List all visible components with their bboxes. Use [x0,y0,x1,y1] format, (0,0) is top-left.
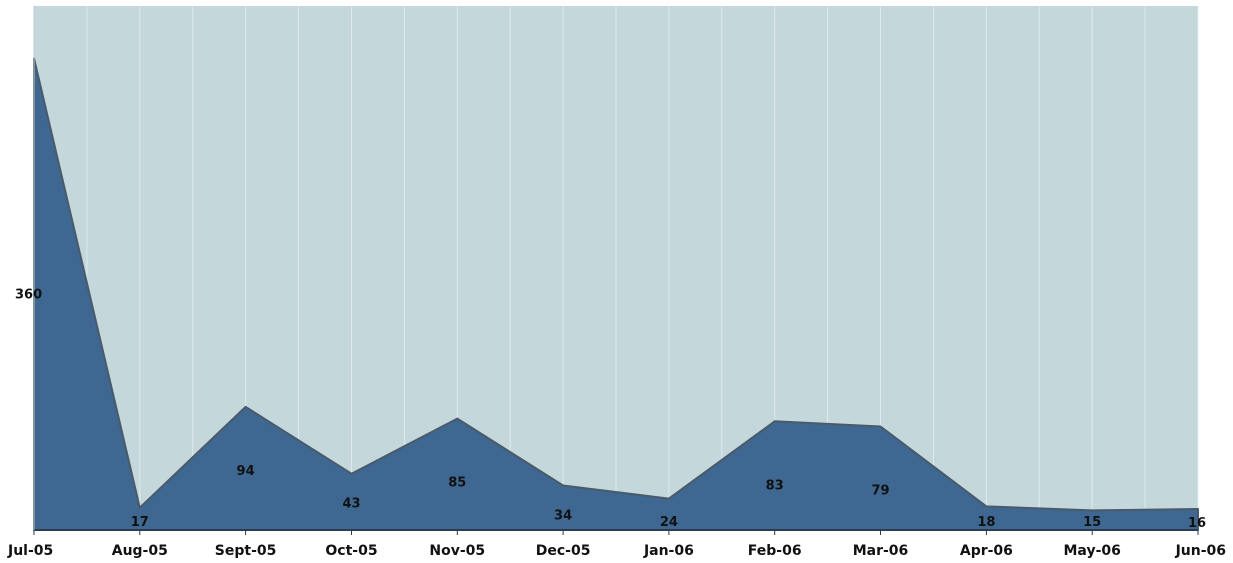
x-tick-label: Sept-05 [215,543,277,559]
grid-lines [86,6,1199,530]
x-ticks [33,530,1199,535]
data-label: 94 [237,464,255,479]
data-label: 83 [766,478,784,493]
x-tick-label: Nov-05 [429,543,485,559]
data-area [33,57,1199,531]
data-label: 16 [1188,516,1206,531]
x-tick-labels: Jul-05 Aug-05 Sept-05 Oct-05 Nov-05 Dec-05 Jan… [7,543,1226,559]
x-tick-label: Oct-05 [325,543,377,559]
x-tick-label: May-06 [1064,543,1121,559]
data-label: 17 [131,515,149,530]
x-tick-label: Mar-06 [853,543,909,559]
data-label: 43 [342,497,360,512]
x-tick-label: Feb-06 [748,543,802,559]
data-labels: 360 17 94 43 85 34 24 83 79 18 15 16 [15,287,1206,531]
x-tick-label: Jul-05 [7,543,53,559]
data-label: 79 [871,484,889,499]
data-label: 360 [15,287,42,302]
data-label: 18 [977,515,995,530]
x-tick-label: Jun-06 [1175,543,1226,559]
x-tick-label: Jan-06 [643,543,694,559]
x-tick-label: Apr-06 [960,543,1013,559]
data-label: 85 [448,476,466,491]
data-label: 34 [554,509,572,524]
x-tick-label: Aug-05 [112,543,168,559]
x-tick-label: Dec-05 [536,543,591,559]
data-label: 15 [1083,515,1101,530]
data-label: 24 [660,515,678,530]
